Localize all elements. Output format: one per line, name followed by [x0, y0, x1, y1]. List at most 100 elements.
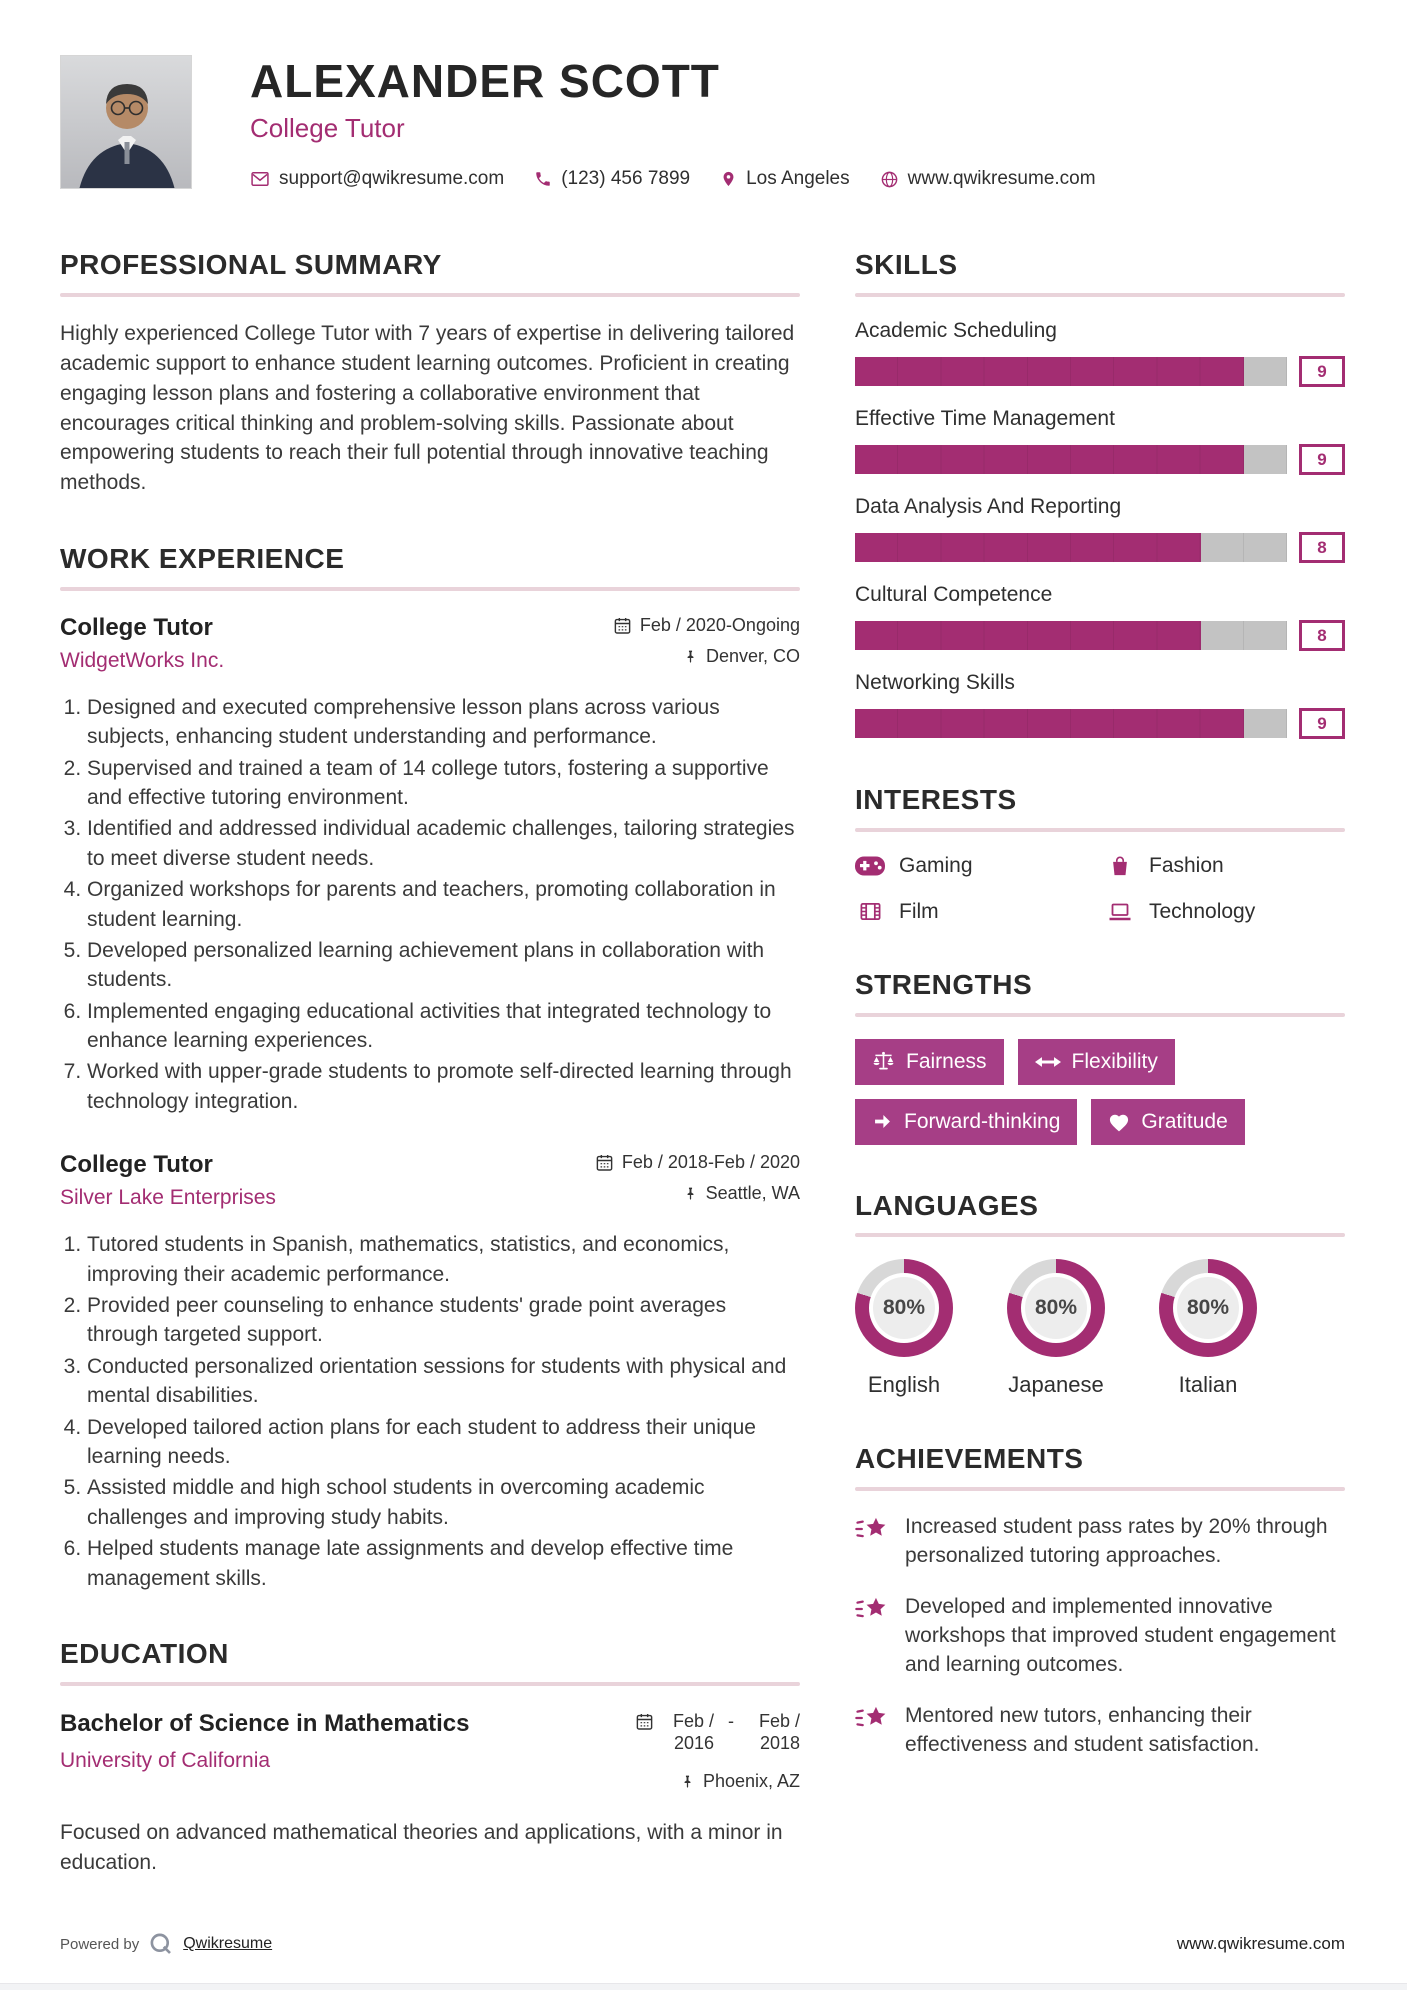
film-icon: [855, 900, 885, 923]
language-name: Italian: [1178, 1372, 1238, 1398]
location-pin-icon: [720, 169, 737, 189]
phone-icon: [534, 170, 552, 188]
strength-badge: Gratitude: [1091, 1098, 1245, 1145]
skill-bar-fill: [855, 445, 1244, 475]
header: ALEXANDER SCOTT College Tutor support@qw…: [0, 0, 1407, 190]
achievement-item: Developed and implemented innovative wor…: [855, 1593, 1345, 1680]
education-date-end: Feb / 2018: [758, 1710, 800, 1754]
pushpin-icon: [683, 648, 698, 665]
skill-bar: [855, 709, 1287, 739]
skill-value-badge: 9: [1299, 356, 1345, 388]
shooting-star-icon: [855, 1595, 889, 1680]
section-rule: [60, 586, 800, 591]
strengths-heading: STRENGTHS: [855, 968, 1033, 1000]
achievement-text: Mentored new tutors, enhancing their eff…: [905, 1704, 1260, 1757]
achievement-item: Mentored new tutors, enhancing their eff…: [855, 1702, 1345, 1760]
section-achievements: ACHIEVEMENTS Increased student pass rate…: [855, 1444, 1345, 1760]
skills-heading: SKILLS: [855, 249, 958, 281]
strength-label: Gratitude: [1141, 1109, 1228, 1133]
interests-heading: INTERESTS: [855, 784, 1017, 816]
powered-by-label: Powered by: [60, 1935, 140, 1953]
education-degree: Bachelor of Science in Mathematics: [60, 1709, 470, 1737]
summary-heading: PROFESSIONAL SUMMARY: [60, 249, 442, 281]
skill-bar: [855, 621, 1287, 651]
skill-bar-fill: [855, 621, 1201, 651]
contact-website: www.qwikresume.com: [880, 168, 1096, 190]
achievements-heading: ACHIEVEMENTS: [855, 1443, 1084, 1475]
skill-bar: [855, 445, 1287, 475]
section-rule: [855, 1233, 1345, 1238]
profile-photo: [60, 55, 192, 189]
section-skills: SKILLS Academic Scheduling 9 Effective T…: [855, 249, 1345, 740]
section-education: EDUCATION Bachelor of Science in Mathema…: [60, 1638, 800, 1877]
strength-label: Flexibility: [1071, 1049, 1158, 1073]
email-icon: [250, 169, 270, 189]
education-date-start: Feb / 2016: [672, 1710, 714, 1754]
job-title: College Tutor: [60, 1151, 213, 1179]
footer-website: www.qwikresume.com: [1176, 1934, 1345, 1953]
section-languages: LANGUAGES 80% English 80% Japanese: [855, 1190, 1345, 1399]
language-name: Japanese: [1008, 1372, 1104, 1398]
gamepad-icon: [855, 856, 885, 876]
section-work-experience: WORK EXPERIENCE College Tutor WidgetWork…: [60, 543, 800, 1593]
skill-bar-fill: [855, 709, 1244, 739]
job-bullet: Conducted personalized orientation sessi…: [87, 1352, 800, 1411]
strength-badge: Forward-thinking: [855, 1098, 1078, 1145]
skill-bar-fill: [855, 357, 1244, 387]
job-bullet: Implemented engaging educational activit…: [87, 997, 800, 1056]
section-rule: [855, 293, 1345, 298]
job-bullet: Worked with upper-grade students to prom…: [87, 1057, 800, 1116]
scales-icon: [872, 1051, 895, 1072]
page-bottom-edge: [0, 1983, 1407, 1990]
skill-item: Data Analysis And Reporting 8: [855, 495, 1345, 564]
interest-label: Film: [899, 899, 939, 923]
language-name: English: [867, 1372, 941, 1398]
job-location: Seattle, WA: [705, 1183, 800, 1204]
job-bullet: Developed tailored action plans for each…: [87, 1413, 800, 1472]
language-percent: 80%: [1186, 1296, 1230, 1320]
shopping-bag-icon: [1105, 854, 1135, 878]
section-rule: [855, 1487, 1345, 1492]
skill-item: Effective Time Management 9: [855, 407, 1345, 476]
contact-row: support@qwikresume.com (123) 456 7899 Lo…: [250, 168, 1096, 190]
language-donut-chart: 80%: [1159, 1259, 1257, 1358]
contact-email-text: support@qwikresume.com: [279, 168, 505, 190]
candidate-name: ALEXANDER SCOTT: [250, 55, 720, 107]
summary-text: Highly experienced College Tutor with 7 …: [60, 322, 795, 495]
job-bullet: Tutored students in Spanish, mathematics…: [87, 1230, 800, 1289]
skill-bar: [855, 533, 1287, 563]
strength-badge: Fairness: [855, 1038, 1004, 1085]
language-item: 80% Japanese: [1007, 1259, 1105, 1398]
language-donut-chart: 80%: [1007, 1259, 1105, 1358]
section-rule: [60, 1681, 800, 1686]
candidate-title: College Tutor: [250, 113, 405, 144]
heart-icon: [1108, 1112, 1130, 1132]
section-interests: INTERESTS Gaming Fashion: [855, 784, 1345, 924]
arrow-right-icon: [872, 1111, 893, 1132]
job-entry: College Tutor Silver Lake Enterprises Fe…: [60, 1150, 800, 1593]
qwikresume-link[interactable]: Qwikresume: [183, 1935, 273, 1952]
strength-label: Fairness: [906, 1049, 987, 1073]
job-title: College Tutor: [60, 613, 213, 641]
education-location: Phoenix, AZ: [702, 1770, 800, 1791]
strength-label: Forward-thinking: [904, 1109, 1061, 1133]
contact-location: Los Angeles: [720, 168, 850, 190]
education-school: University of California: [60, 1748, 271, 1772]
laptop-icon: [1105, 902, 1135, 922]
language-percent: 80%: [1034, 1296, 1078, 1320]
job-bullet: Organized workshops for parents and teac…: [87, 875, 800, 934]
shooting-star-icon: [855, 1704, 889, 1760]
job-dates: Feb / 2020-Ongoing: [639, 614, 800, 635]
skill-value-badge: 9: [1299, 444, 1345, 476]
interest-label: Gaming: [899, 853, 973, 877]
calendar-icon: [595, 1153, 614, 1172]
contact-phone: (123) 456 7899: [534, 168, 690, 190]
contact-location-text: Los Angeles: [746, 168, 850, 190]
skill-name: Data Analysis And Reporting: [855, 495, 1122, 519]
skill-name: Effective Time Management: [855, 407, 1115, 431]
job-company: Silver Lake Enterprises: [60, 1186, 276, 1210]
skill-bar: [855, 357, 1287, 387]
contact-phone-text: (123) 456 7899: [561, 168, 691, 190]
skill-item: Cultural Competence 8: [855, 583, 1345, 652]
